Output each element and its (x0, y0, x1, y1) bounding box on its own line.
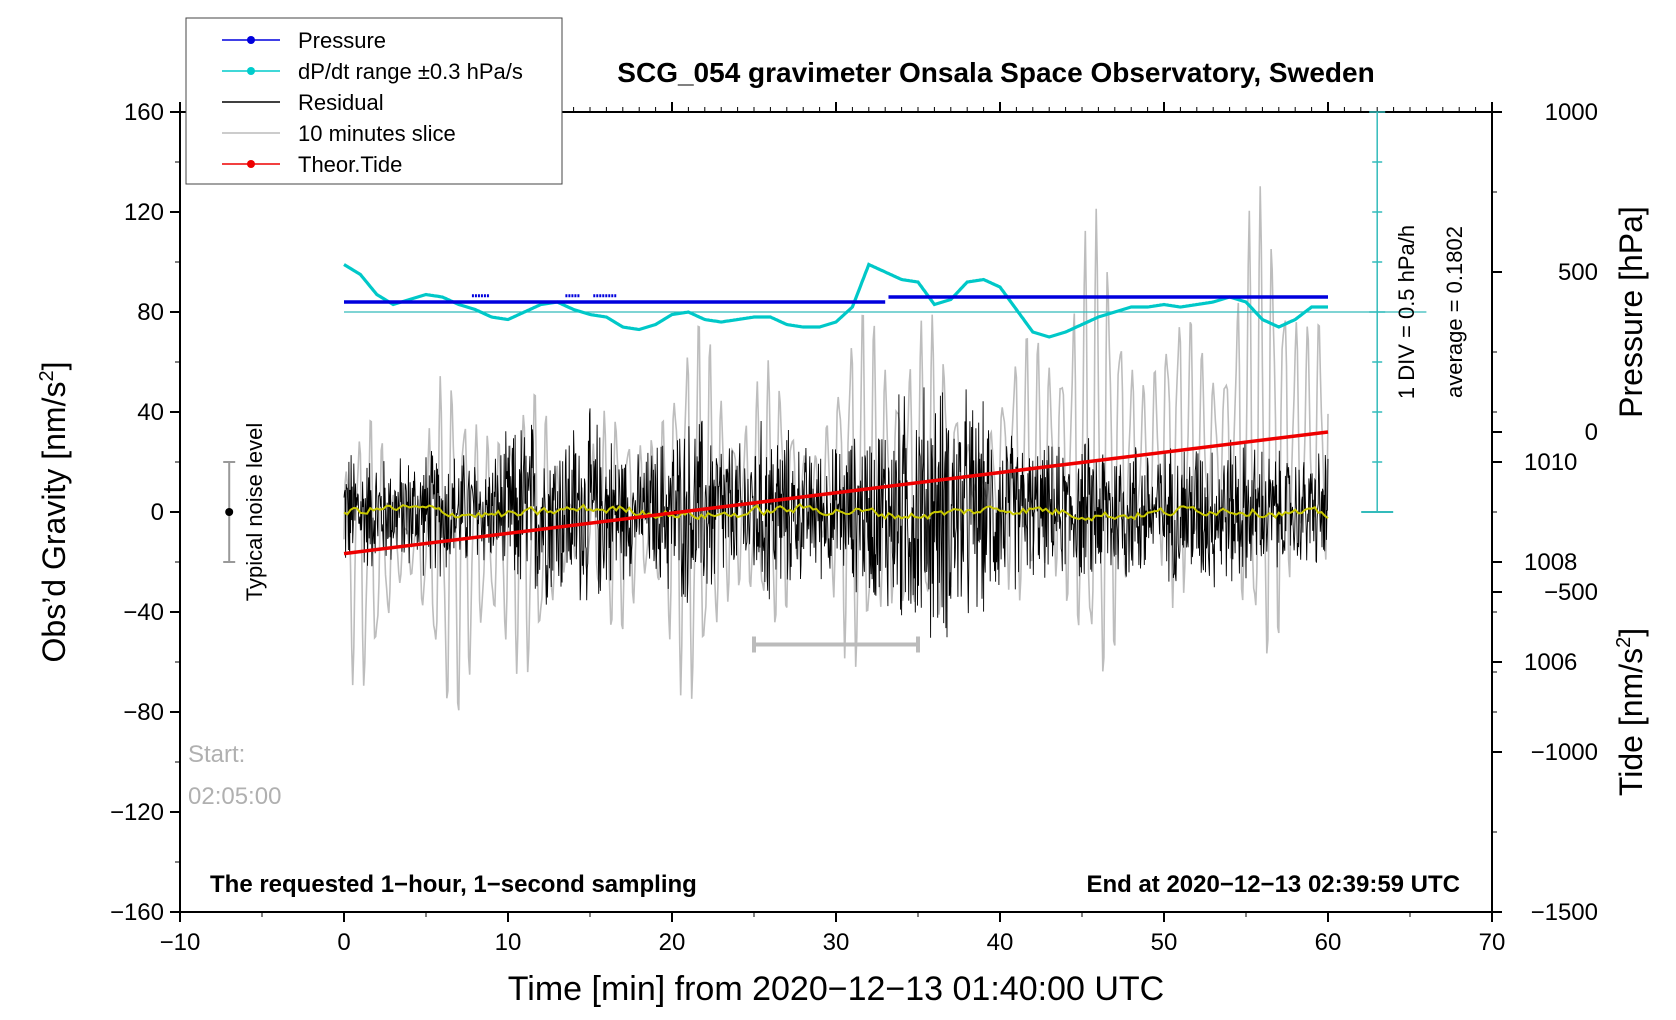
tide-axis-label-close: ] (1613, 628, 1649, 637)
legend-marker (247, 36, 255, 44)
pressure-tick-label: 1008 (1524, 549, 1577, 576)
tide-axis-label-main: Tide [nm/s (1613, 648, 1649, 796)
average-label: average = 0.1802 (1442, 226, 1467, 398)
legend-box (185, 17, 563, 185)
tide-series-group (343, 430, 1329, 556)
x-tick-label: 0 (337, 929, 350, 956)
residual-smooth-line (343, 503, 1329, 522)
noise-bar-group (223, 461, 920, 653)
tide-tick-label: −500 (1544, 579, 1598, 606)
x-axis-label: Time [min] from 2020−12−13 01:40:00 UTC (508, 970, 1164, 1008)
dpdt-scale-group (1361, 111, 1394, 513)
dpdt-series-group (343, 262, 1427, 339)
pressure-series-group (344, 294, 1328, 304)
y-tick-label: 0 (151, 499, 164, 526)
tide-axis-label: Tide [nm/s2] (1613, 628, 1649, 796)
legend-marker (247, 160, 255, 168)
slice-line (343, 186, 1329, 711)
x-tick-label: 70 (1479, 929, 1506, 956)
bottom-left-note: The requested 1−hour, 1−second sampling (210, 871, 697, 898)
tide-tick-label: −1500 (1531, 899, 1598, 926)
y-axis-label-main: Obs’d Gravity [nm/s (36, 382, 72, 663)
legend-marker (247, 67, 255, 75)
residual-line (343, 387, 1329, 638)
tide-tick-label: −1000 (1531, 739, 1598, 766)
x-tick-label: −10 (160, 929, 201, 956)
start-label: Start: (188, 741, 245, 768)
y-axis-label: Obs’d Gravity [nm/s2] (36, 362, 72, 663)
tide-line (343, 430, 1329, 556)
y-tick-label: 40 (137, 399, 164, 426)
pressure-tick-label: 1010 (1524, 449, 1577, 476)
x-tick-label: 10 (495, 929, 522, 956)
legend-label: Residual (298, 90, 384, 115)
legend: Pressure dP/dt range ±0.3 hPa/s Residual 10… (185, 17, 563, 185)
dpdt-line (343, 262, 1328, 339)
tide-axis-label-sup: 2 (1613, 637, 1635, 648)
y-tick-label: −120 (110, 799, 164, 826)
y-tick-label: 80 (137, 299, 164, 326)
div-label: 1 DIV = 0.5 hPa/h (1394, 225, 1419, 399)
chart-title: SCG_054 gravimeter Onsala Space Observat… (617, 57, 1374, 88)
noise-bar-center (225, 508, 234, 516)
tide-tick-label: 500 (1558, 259, 1598, 286)
x-tick-label: 20 (659, 929, 686, 956)
ticks-group: −10 0 10 20 30 40 50 60 70 −160 −120 −80 −40 0 40 80 120… (110, 99, 1598, 956)
slice-series-group (343, 186, 1329, 711)
x-tick-label: 60 (1315, 929, 1342, 956)
start-time: 02:05:00 (188, 783, 281, 810)
residual-series-group (343, 387, 1329, 638)
y-tick-label: −160 (110, 899, 164, 926)
y-tick-label: −40 (123, 599, 164, 626)
legend-label: Theor.Tide (298, 152, 402, 177)
legend-label: dP/dt range ±0.3 hPa/s (298, 59, 523, 84)
y-tick-label: 120 (124, 199, 164, 226)
x-tick-label: 40 (987, 929, 1014, 956)
tide-tick-label: 1000 (1545, 99, 1598, 126)
y-axis-label-sup: 2 (36, 370, 58, 381)
y-tick-label: 160 (124, 99, 164, 126)
noise-level-label: Typical noise level (242, 423, 267, 602)
legend-label: Pressure (298, 28, 386, 53)
y-tick-label: −80 (123, 699, 164, 726)
y-axis-label-close: ] (36, 362, 72, 371)
tide-tick-label: 0 (1585, 419, 1598, 446)
x-tick-label: 30 (823, 929, 850, 956)
pressure-axis-label: Pressure [hPa] (1613, 206, 1649, 418)
pressure-tick-label: 1006 (1524, 649, 1577, 676)
x-tick-label: 50 (1151, 929, 1178, 956)
legend-label: 10 minutes slice (298, 121, 456, 146)
bottom-right-note: End at 2020−12−13 02:39:59 UTC (1086, 871, 1460, 898)
